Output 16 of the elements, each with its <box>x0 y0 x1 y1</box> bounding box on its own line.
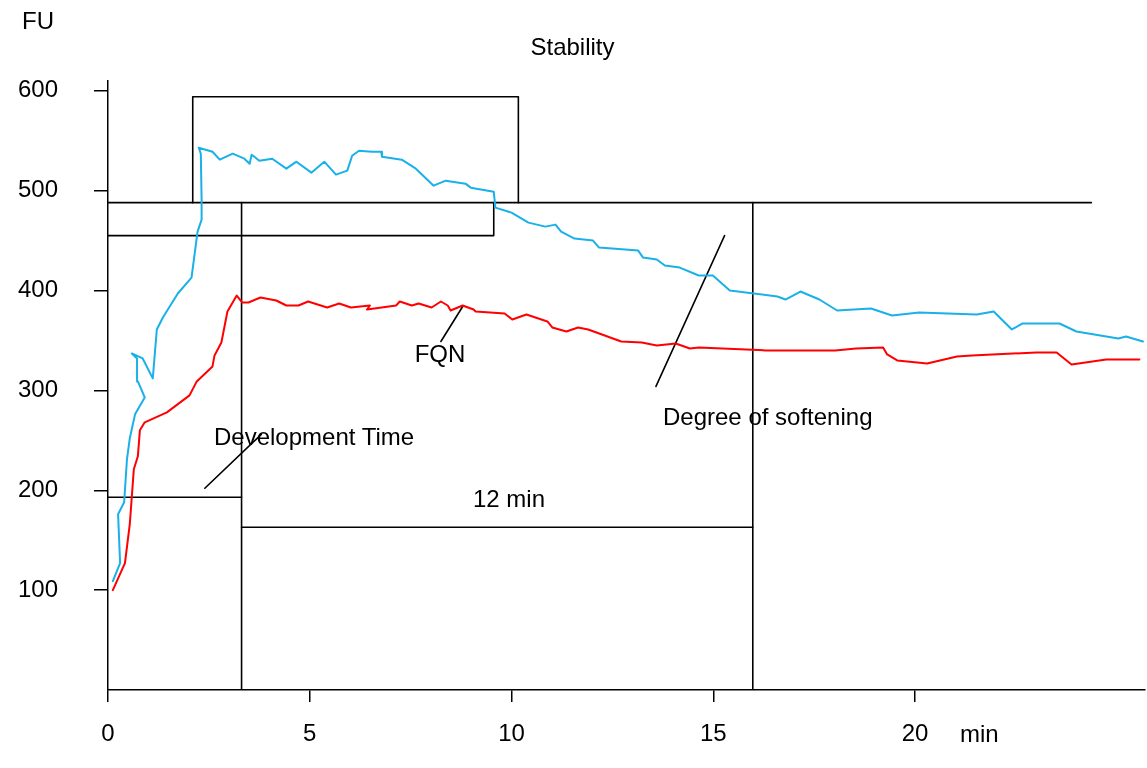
y-tick-label: 200 <box>17 474 58 502</box>
y-axis-title: FU <box>22 6 54 34</box>
y-tick-label: 300 <box>17 375 58 403</box>
y-tick-label: 500 <box>17 175 58 203</box>
annotation: 12 min <box>472 484 546 512</box>
x-axis-title: min <box>960 719 999 747</box>
x-tick-label: 0 <box>101 719 115 747</box>
y-tick-label: 600 <box>17 75 58 103</box>
annotation: FQN <box>414 339 466 367</box>
y-tick-label: 400 <box>17 275 58 303</box>
x-tick-label: 20 <box>901 719 929 747</box>
y-tick-label: 100 <box>17 574 58 602</box>
x-tick-label: 10 <box>498 719 525 747</box>
x-tick-label: 15 <box>699 719 727 747</box>
chart-title: Stability <box>530 33 615 61</box>
x-tick-label: 5 <box>303 719 317 747</box>
